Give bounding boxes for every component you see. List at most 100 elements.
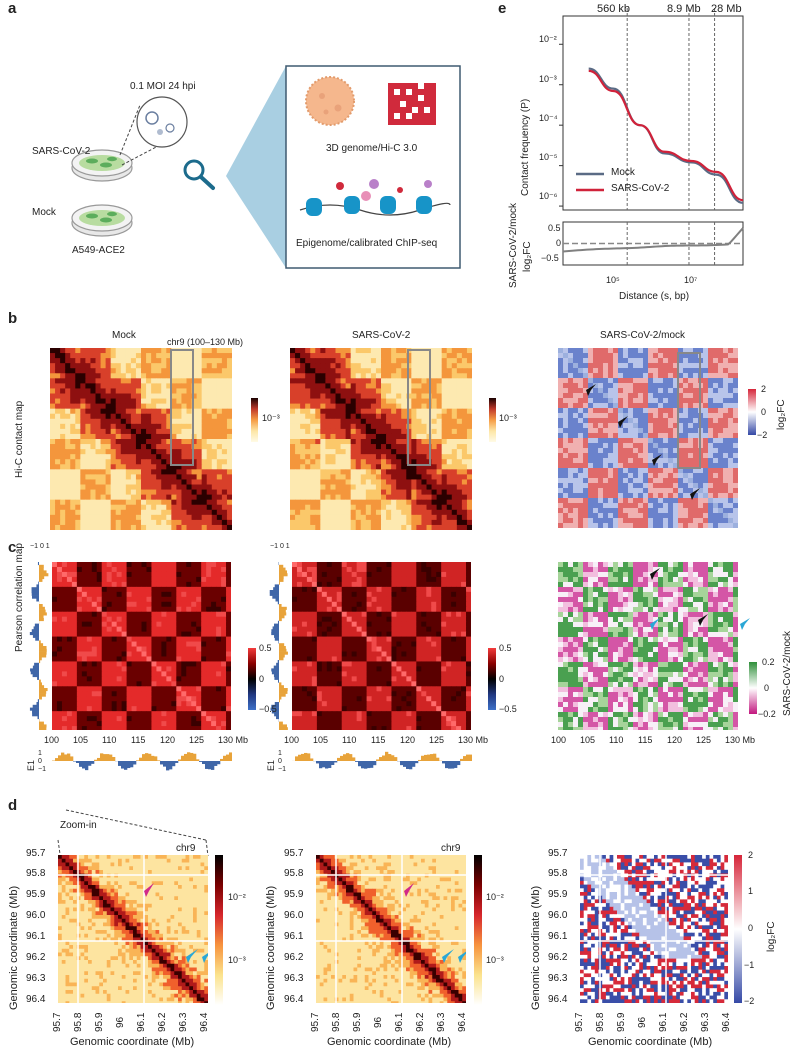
heatmap-cell [186, 413, 193, 420]
heatmap-cell [593, 518, 599, 524]
heatmap-cell [718, 433, 724, 439]
heatmap-cell [101, 596, 108, 603]
heatmap-cell [573, 433, 579, 439]
heatmap-cell [623, 388, 629, 394]
heatmap-cell [156, 651, 162, 657]
heatmap-cell [211, 591, 217, 598]
heatmap-cell [386, 499, 392, 506]
heatmap-cell [60, 408, 66, 415]
heatmap-cell [598, 518, 604, 524]
heatmap-cell [216, 621, 222, 628]
e1-bar [269, 592, 279, 596]
b-cbar-tick-mock: 10⁻³ [262, 413, 280, 423]
heatmap-cell [320, 504, 326, 511]
heatmap-cell [216, 398, 223, 405]
heatmap-cell [573, 408, 579, 414]
heatmap-cell [295, 428, 301, 435]
heatmap-cell [668, 498, 674, 504]
heatmap-cell [86, 621, 93, 628]
heatmap-cell [683, 433, 689, 439]
heatmap-cell [718, 458, 724, 464]
heatmap-cell [136, 651, 142, 657]
heatmap-cell [75, 464, 81, 470]
heatmap-cell [191, 469, 198, 475]
heatmap-cell [151, 656, 157, 662]
heatmap-cell [451, 454, 458, 460]
heatmap-cell [75, 504, 81, 511]
heatmap-cell [181, 479, 187, 485]
heatmap-cell [91, 666, 98, 672]
heatmap-cell [116, 601, 123, 608]
e1-bar [279, 690, 288, 694]
heatmap-cell [568, 383, 574, 389]
heatmap-cell [120, 368, 127, 374]
heatmap-cell [125, 398, 132, 405]
heatmap-cell [638, 348, 644, 354]
heatmap-cell [70, 469, 76, 475]
heatmap-cell [126, 576, 133, 583]
fc-curve-plot [562, 221, 744, 266]
heatmap-cell [693, 518, 699, 524]
heatmap-cell [90, 524, 96, 530]
heatmap-cell [401, 398, 407, 405]
heatmap-cell [300, 433, 306, 440]
heatmap-cell [171, 641, 177, 648]
heatmap-cell [381, 459, 387, 465]
heatmap-cell [315, 393, 321, 400]
heatmap-cell [166, 454, 172, 460]
heatmap-cell [221, 504, 228, 511]
heatmap-cell [446, 469, 453, 475]
heatmap-cell [130, 378, 137, 384]
heatmap-cell [441, 413, 448, 420]
heatmap-cell [315, 509, 321, 516]
heatmap-cell [191, 571, 197, 578]
heatmap-cell [151, 591, 157, 598]
heatmap-cell [60, 353, 66, 359]
heatmap-cell [451, 474, 458, 480]
heatmap-cell [121, 626, 128, 633]
heatmap-cell [698, 498, 704, 504]
heatmap-cell [441, 449, 448, 455]
heatmap-cell [365, 464, 372, 470]
heatmap-cell [638, 508, 644, 514]
heatmap-cell [713, 408, 719, 414]
e1-bar [271, 668, 279, 672]
heatmap-cell [365, 479, 372, 485]
heatmap-cell [360, 504, 367, 511]
heatmap-cell [330, 489, 336, 496]
heatmap-cell [653, 408, 659, 414]
heatmap-cell [52, 616, 58, 623]
b-region-label: chr9 (100–130 Mb) [167, 337, 244, 347]
heatmap-cell [166, 444, 172, 450]
heatmap-cell [411, 439, 417, 445]
heatmap-cell [431, 504, 438, 511]
heatmap-cell [226, 641, 231, 648]
heatmap-cell [201, 398, 208, 405]
heatmap-cell [733, 443, 738, 449]
heatmap-cell [290, 524, 296, 530]
heatmap-cell [723, 453, 729, 459]
heatmap-cell [603, 523, 609, 528]
heatmap-cell [360, 413, 367, 420]
heatmap-cell [391, 489, 397, 496]
e1-bar [274, 702, 279, 706]
heatmap-cell [50, 428, 56, 435]
heatmap-cell [115, 348, 122, 354]
heatmap-cell [733, 373, 738, 379]
heatmap-cell [320, 459, 326, 465]
heatmap-cell [221, 676, 227, 682]
heatmap-cell [411, 428, 417, 435]
heatmap-cell [638, 463, 644, 469]
heatmap-cell [52, 676, 58, 682]
heatmap-cell [216, 413, 223, 420]
heatmap-cell [568, 393, 574, 399]
heatmap-cell [135, 459, 142, 465]
heatmap-cell [171, 373, 177, 379]
heatmap-cell [320, 494, 326, 501]
heatmap-cell [401, 524, 407, 530]
heatmap-cell [718, 518, 724, 524]
heatmap-cell [290, 439, 296, 445]
heatmap-cell [436, 479, 443, 485]
heatmap-cell [176, 464, 182, 470]
heatmap-cell [350, 504, 357, 511]
